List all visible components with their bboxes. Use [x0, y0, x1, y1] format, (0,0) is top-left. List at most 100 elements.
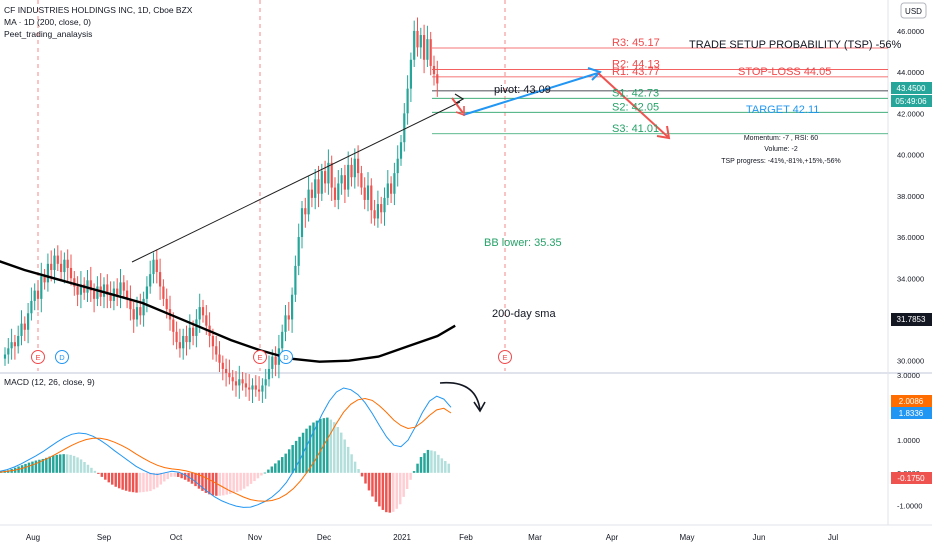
- price-pane[interactable]: [0, 0, 888, 371]
- sma-200-line: [0, 260, 456, 363]
- candle-body: [13, 342, 16, 347]
- candle-body: [135, 307, 139, 320]
- macd-hist-bar: [385, 472, 388, 513]
- time-tick-label: Apr: [606, 533, 619, 542]
- candle-body: [96, 286, 99, 299]
- candle-body: [357, 158, 360, 174]
- event-marker-earnings[interactable]: E: [498, 350, 512, 364]
- script-indicator-label[interactable]: Peet_trading_analaysis: [4, 29, 92, 39]
- macd-hist-bar: [128, 472, 131, 492]
- candle-body: [83, 284, 86, 293]
- macd-hist-bar: [173, 472, 176, 477]
- macd-hist-bar: [364, 472, 367, 484]
- macd-hist-bar: [319, 418, 322, 473]
- candle-body: [304, 208, 307, 215]
- macd-hist-bar: [34, 460, 38, 473]
- currency-button-label[interactable]: USD: [905, 7, 922, 16]
- macd-hist-bar: [27, 462, 31, 473]
- candle-body: [152, 259, 155, 275]
- candle-body: [122, 282, 125, 291]
- macd-pane[interactable]: [0, 375, 888, 525]
- time-tick-label: May: [679, 533, 694, 542]
- macd-hist-bar: [371, 472, 374, 497]
- event-marker-circle[interactable]: [498, 350, 512, 364]
- candle-body: [93, 290, 96, 299]
- macd-hist-bar: [333, 422, 336, 473]
- event-marker-earnings[interactable]: E: [31, 350, 45, 364]
- event-marker-label[interactable]: E: [502, 353, 507, 362]
- level-label: S2: 42.05: [612, 101, 659, 113]
- macd-hist-bar: [412, 471, 416, 473]
- macd-hist-bar: [339, 432, 343, 473]
- macd-title[interactable]: MACD (12, 26, close, 9): [4, 377, 95, 387]
- candle-body: [40, 276, 43, 299]
- currency-button[interactable]: USD: [900, 2, 927, 19]
- sma-value-label: 31.7853: [897, 315, 926, 324]
- level-label: S1: 42.73: [612, 87, 659, 99]
- candle-body: [350, 164, 353, 178]
- time-axis[interactable]: Aug Sep Oct Nov Dec 2021 Feb Mar Apr May Jun Jul: [26, 533, 838, 542]
- event-marker-circle[interactable]: [279, 350, 293, 364]
- macd-hist-bar: [156, 472, 159, 488]
- event-marker-circle[interactable]: [55, 350, 69, 364]
- sma-badge: [891, 313, 932, 326]
- macd-hist-bar: [121, 472, 124, 490]
- target-annotation: TARGET 42.11: [746, 104, 819, 116]
- event-marker-label[interactable]: D: [59, 353, 65, 362]
- candle-body: [267, 368, 271, 380]
- candle-body: [258, 389, 261, 392]
- event-marker-label[interactable]: D: [283, 353, 289, 362]
- macd-hist-bar: [222, 472, 225, 496]
- candle-body: [264, 379, 267, 386]
- macd-hist-bar: [100, 472, 104, 477]
- macd-hist-bar: [277, 460, 281, 473]
- candle-body: [76, 286, 79, 295]
- price-axis-badges: 43.4500 05:49:06 31.7853: [891, 82, 932, 326]
- macd-hist-bar: [270, 466, 274, 473]
- macd-hist-bar: [159, 472, 163, 485]
- event-marker-label[interactable]: E: [35, 353, 40, 362]
- macd-hist-bar: [104, 472, 107, 480]
- candle-body: [429, 39, 432, 66]
- macd-hist-bar: [281, 457, 284, 473]
- macd-hist-bar: [360, 472, 364, 477]
- macd-badge-orange: [891, 395, 932, 407]
- event-marker-circle[interactable]: [253, 350, 267, 364]
- candle-body: [432, 65, 436, 75]
- event-marker-dividend[interactable]: D: [279, 350, 293, 364]
- event-marker-label[interactable]: E: [257, 353, 262, 362]
- candle-body: [413, 30, 416, 60]
- candle-body: [254, 385, 257, 390]
- candle-body: [3, 354, 7, 359]
- candle-body: [159, 272, 162, 287]
- candle-body: [390, 183, 393, 194]
- macd-hist-bar: [114, 472, 117, 487]
- candle-body: [53, 255, 56, 271]
- candle-body: [251, 385, 254, 390]
- macd-hist-bar: [308, 425, 312, 473]
- time-tick-label: Jul: [828, 533, 838, 542]
- currency-button-frame[interactable]: [900, 2, 927, 19]
- candle-body: [363, 187, 366, 200]
- event-marker-circle[interactable]: [31, 350, 45, 364]
- ma-indicator-label[interactable]: MA · 1D (200, close, 0): [4, 17, 91, 27]
- candle-body: [142, 298, 145, 316]
- projection-arrows: [451, 67, 671, 140]
- event-marker-earnings[interactable]: E: [253, 350, 267, 364]
- macd-hist-bar: [97, 472, 100, 474]
- time-tick-label: Nov: [248, 533, 262, 542]
- macd-tick-label: 3.0000: [897, 371, 920, 380]
- candle-body: [185, 335, 188, 343]
- event-marker-dividend[interactable]: D: [55, 350, 69, 364]
- small-red-arrowhead: [455, 106, 465, 117]
- macd-hist-bar: [395, 472, 398, 509]
- macd-hist-bar: [232, 472, 235, 494]
- candle-body: [149, 274, 152, 287]
- candle-body: [7, 348, 10, 355]
- macd-histogram: [0, 417, 450, 513]
- candle-body: [175, 331, 178, 343]
- candle-body: [337, 183, 340, 200]
